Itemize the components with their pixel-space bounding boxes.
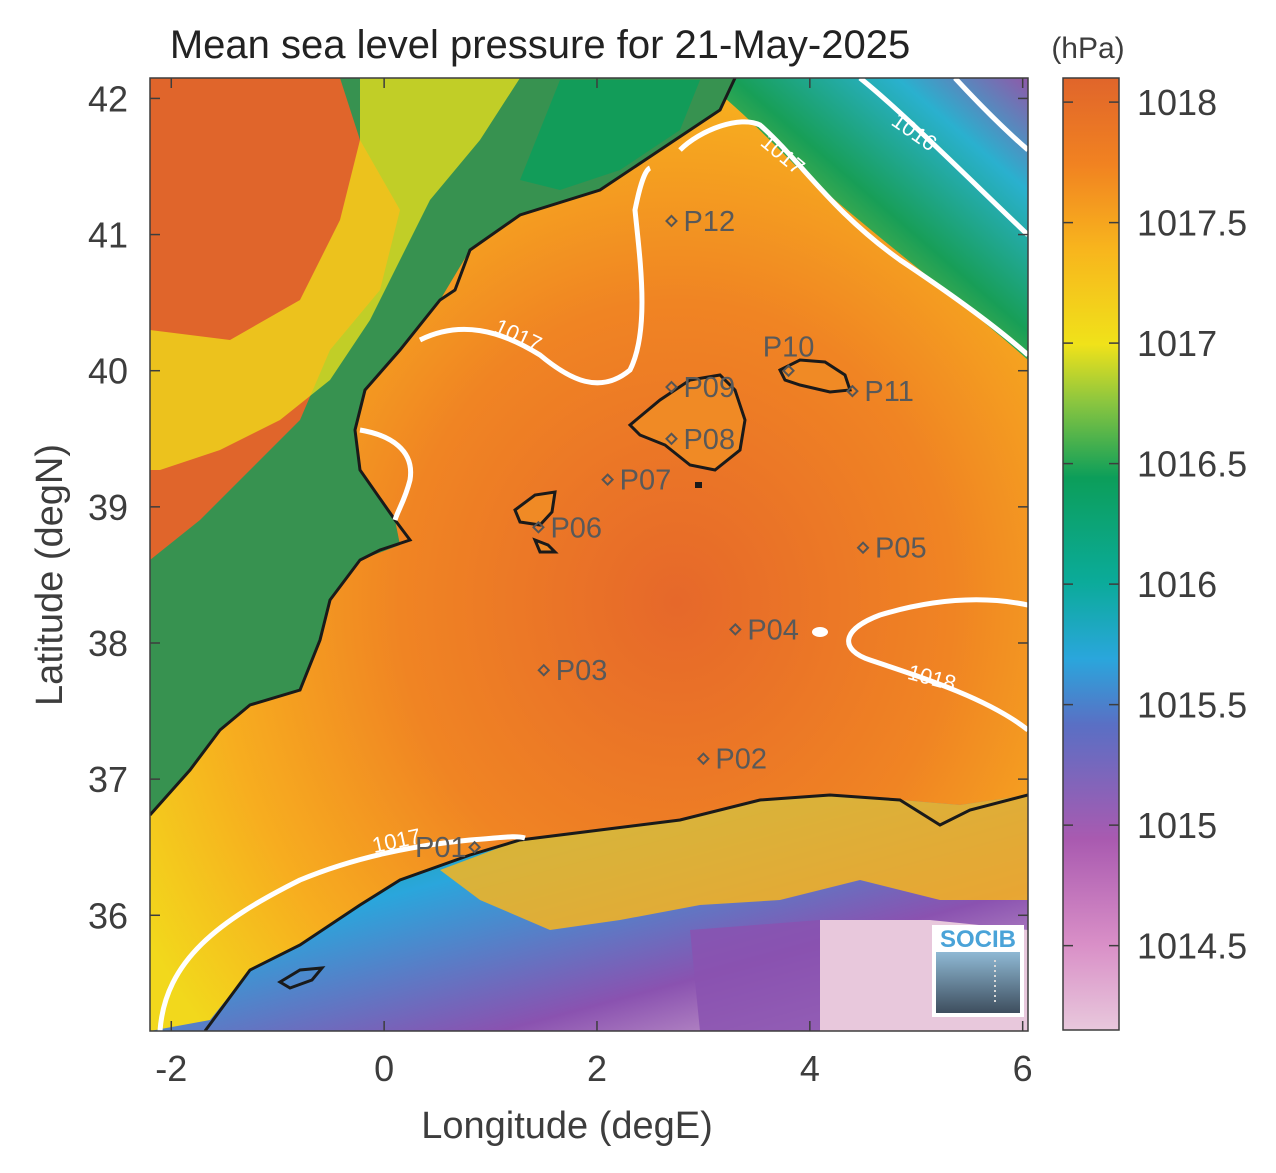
station-label: P12 [683,206,735,238]
iberia-coastal-yellow [150,78,520,470]
station-label: P09 [683,372,735,404]
colorbar-tick-label: 1016 [1137,564,1217,605]
y-tick-label: 38 [88,623,128,664]
x-tick-label: 0 [374,1048,394,1089]
y-axis-ticks: 36 37 38 39 40 41 42 [88,78,1028,936]
station-label: P01 [415,832,467,864]
colorbar: (hPa) 1014.5 1015 1015.5 1016 1016.5 1017 1017… [1051,32,1247,1031]
x-axis-ticks: -2 0 2 4 6 [155,78,1033,1089]
station-marker [665,432,678,446]
colorbar-tick-label: 1018 [1137,82,1217,123]
iberia-coastal-band [150,78,735,815]
x-tick-label: 4 [800,1048,820,1089]
y-tick-label: 40 [88,351,128,392]
station-marker [696,752,710,766]
y-tick-label: 37 [88,759,128,800]
y-axis-label: Latitude (degN) [29,444,71,706]
alboran-island [277,966,326,990]
contour-line-1017-south [157,834,526,1031]
colorbar-unit: (hPa) [1051,32,1124,65]
contour-closed-1018 [812,627,828,637]
contour-line-1017-coast [359,427,414,521]
station-marker [468,840,482,854]
map-frame [149,77,1029,1032]
africa-purple-zone [690,920,820,1031]
x-axis-label: Longitude (degE) [421,1105,713,1147]
contour-line-1017-balearic [418,165,652,386]
colorbar-gradient [1062,77,1120,1031]
iberia-inland-green [520,80,700,190]
colorbar-tick-label: 1014.5 [1137,926,1247,967]
iberia-coastline [150,78,737,816]
x-tick-label: 2 [587,1048,607,1089]
cabrera-island [695,482,702,488]
contour-line-1017-north [678,119,1028,357]
socib-logo-text: SOCIB [940,926,1016,953]
contour-line-1018 [846,597,1028,732]
station-marker [665,380,678,394]
station-label: P04 [747,614,799,646]
socib-logo: SOCIB [932,925,1024,1017]
station-marker [728,622,742,636]
y-tick-label: 39 [88,487,128,528]
colorbar-tick-label: 1015.5 [1137,685,1247,726]
y-tick-label: 42 [88,78,128,119]
colorbar-tick-label: 1015 [1137,805,1217,846]
colorbar-tick-label: 1016.5 [1137,444,1247,485]
station-marker [665,214,678,228]
station-label: P08 [683,424,735,456]
station-marker [782,364,795,378]
x-tick-label: 6 [1013,1048,1033,1089]
x-tick-label: -2 [155,1048,187,1089]
mallorca-island [627,373,747,472]
africa-coastline [203,793,1028,1031]
station-label: P10 [763,332,815,364]
station-marker [532,520,545,534]
station-label: P05 [875,533,927,565]
colorbar-tick-label: 1017.5 [1137,203,1247,244]
station-label: P03 [556,655,608,687]
station-marker [537,663,551,677]
ibiza-island [513,490,557,527]
station-label: P07 [620,465,672,497]
contour-line-1016-corner [953,78,1028,152]
station-marker [845,384,859,398]
formentera-island [532,537,559,554]
station-label: P02 [715,744,767,776]
map-plot-area: 1016 1017 1017 1017 1018 P01P02P03P04P05… [150,78,1028,1031]
colorbar-tick-label: 1017 [1137,323,1217,364]
y-tick-label: 41 [88,215,128,256]
africa-coastal-band [440,795,1028,930]
menorca-island [777,358,853,394]
y-tick-label: 36 [88,895,128,936]
station-label: P11 [864,376,913,408]
stations-layer: P01 P02 P03 P04 P05 P06 P07 P08 P09 P10 P11 P12 [415,206,927,864]
station-label: P06 [550,512,602,544]
chart-title: Mean sea level pressure for 21-May-2025 [170,23,910,67]
station-marker [601,473,615,487]
colorbar-ticks: 1014.5 1015 1015.5 1016 1016.5 1017 1017.5 1018 [1063,82,1247,967]
station-marker [856,541,870,555]
contour-line-1016 [858,78,1028,237]
